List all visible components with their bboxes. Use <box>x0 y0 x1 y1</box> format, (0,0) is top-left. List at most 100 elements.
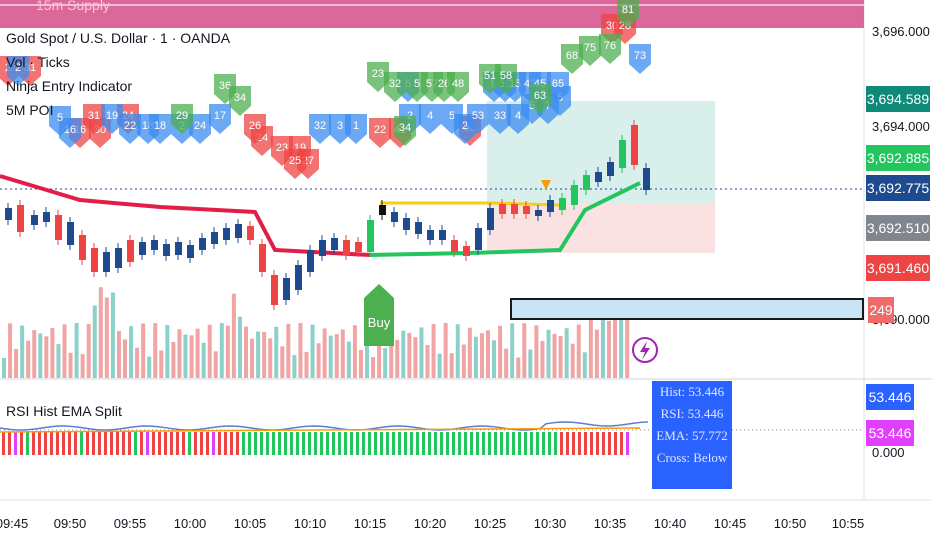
indicator-5m-poi[interactable]: 5M POI <box>6 102 54 118</box>
volume-bar <box>244 326 248 378</box>
candle-body <box>619 140 626 168</box>
volume-bar <box>322 328 327 378</box>
entry-triangle <box>541 180 551 190</box>
signal-bubble-green-text: 51 <box>484 70 496 82</box>
volume-bar <box>546 329 551 378</box>
signal-bubble-blue <box>119 114 141 144</box>
signal-bubble-blue <box>489 104 511 134</box>
volume-bar <box>231 293 236 378</box>
candle-body <box>91 248 98 272</box>
volume-bar <box>516 357 521 378</box>
price-tag-poi-mid: 3,692.510 <box>866 215 930 241</box>
rsi-hist-bar <box>164 432 167 455</box>
volume-bar <box>389 325 394 378</box>
rsi-hist-bar <box>236 432 239 455</box>
candle-body <box>67 222 74 245</box>
time-label: 09:45 <box>0 516 29 531</box>
rsi-hist-bar <box>488 432 491 455</box>
rsi-hist-bar <box>464 432 467 455</box>
volume-bar <box>116 330 121 378</box>
signal-bubble-blue-text: 5 <box>449 110 455 122</box>
signal-bubble-red <box>244 114 266 144</box>
candle-body <box>331 238 338 250</box>
time-label: 10:50 <box>773 516 807 531</box>
volume-bar <box>44 336 49 378</box>
indicator-volume[interactable]: Vol · Ticks <box>6 54 70 70</box>
volume-bar <box>159 350 164 378</box>
volume-bar <box>576 324 581 378</box>
candle-body <box>403 218 410 230</box>
rsi-hist-bar <box>200 432 203 455</box>
candle-body <box>247 226 254 240</box>
time-label: 10:05 <box>233 516 267 531</box>
volume-bar <box>310 324 315 378</box>
volume-bar <box>292 355 297 378</box>
rsi-hist-bar <box>296 432 299 455</box>
symbol-title[interactable]: Gold Spot / U.S. Dollar · 1 · OANDA <box>6 30 231 46</box>
volume-bar <box>141 323 146 378</box>
volume-bar <box>74 323 79 378</box>
candle-body <box>319 240 326 256</box>
rsi-hist-bar <box>104 432 107 455</box>
rsi-hist-bar <box>176 432 179 455</box>
rsi-panel-title[interactable]: RSI Hist EMA Split <box>6 403 122 419</box>
volume-bar <box>225 325 230 378</box>
signal-bubble-blue-text: 17 <box>214 110 226 122</box>
volume-bar <box>473 336 478 378</box>
signal-bubble-green-text: 75 <box>584 42 596 54</box>
candle-body <box>43 212 50 222</box>
candle-body <box>271 275 278 305</box>
rsi-hist-bar <box>590 432 593 455</box>
signal-bubble-blue <box>547 72 569 102</box>
volume-bar <box>110 292 115 378</box>
volume-bar <box>552 333 557 378</box>
rsi-tag-ema: 53.446 <box>866 420 914 446</box>
rsi-hist-bar <box>278 432 281 455</box>
volume-bar <box>467 327 472 378</box>
signal-bubble-green-text: 81 <box>622 4 634 16</box>
candle-body <box>115 248 122 268</box>
rsi-hist-bar <box>206 432 209 455</box>
candle-body <box>511 204 518 214</box>
signal-bubble-green-text: 29 <box>176 110 188 122</box>
volume-bar <box>129 326 134 378</box>
signal-bubble-red <box>369 118 391 148</box>
volume-bar <box>625 307 630 378</box>
volume-bar <box>437 353 442 378</box>
signal-bubble-blue <box>419 104 441 134</box>
price-axis-label-mid: 3,694.000 <box>872 119 930 134</box>
indicator-ninja-entry[interactable]: Ninja Entry Indicator <box>6 78 133 94</box>
volume-bar <box>365 323 369 378</box>
volume-bar <box>479 333 484 378</box>
volume-bar <box>304 351 309 378</box>
signal-bubble-blue-text: 33 <box>494 110 506 122</box>
rsi-hist-bar <box>350 432 353 455</box>
rsi-hist-bar <box>404 432 407 455</box>
volume-bar <box>564 328 569 378</box>
rsi-hist-bar <box>284 432 287 455</box>
volume-bar <box>237 316 242 378</box>
candle-body <box>607 162 614 176</box>
signal-bubble-red <box>83 104 105 134</box>
buy-signal-label[interactable]: Buy <box>367 315 391 330</box>
signal-bubble-green-text: 5 <box>414 78 420 90</box>
rsi-hist-bar <box>344 432 347 455</box>
signal-bubble-blue-text: 4 <box>515 110 521 122</box>
signal-bubble-green <box>367 62 389 92</box>
signal-bubble-green <box>561 44 583 74</box>
volume-bar <box>189 335 194 378</box>
candle-body <box>199 238 206 250</box>
rsi-hist-bar <box>614 432 617 455</box>
volume-bar <box>147 356 152 378</box>
rsi-hist-bar <box>74 432 77 455</box>
rsi-hist-bar <box>38 432 41 455</box>
signal-bubble-red <box>284 149 306 179</box>
lightning-icon-bolt <box>640 341 650 360</box>
rsi-hist-bar <box>356 432 359 455</box>
price-tag-poi-bottom: 3,691.460 <box>866 255 930 281</box>
rsi-hist-bar <box>194 432 197 455</box>
signal-bubble-green-text: 23 <box>372 68 384 80</box>
rsi-hist-bar <box>452 432 455 455</box>
rsi-hist-bar <box>116 432 119 455</box>
